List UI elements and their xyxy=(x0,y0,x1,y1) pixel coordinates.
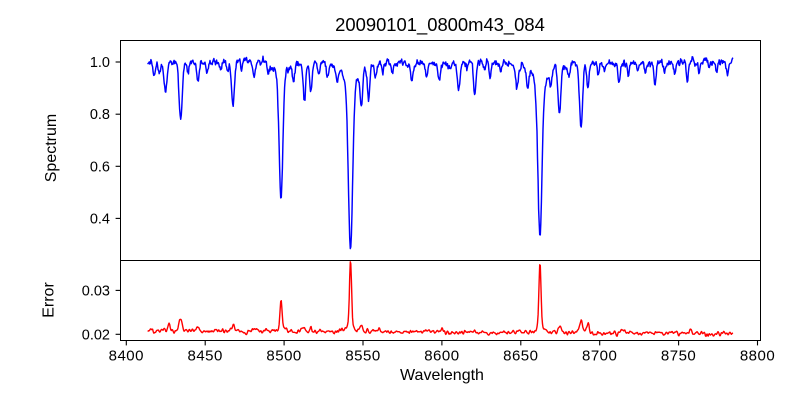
svg-text:Error: Error xyxy=(41,282,58,318)
svg-text:8400: 8400 xyxy=(109,348,144,365)
svg-text:Spectrum: Spectrum xyxy=(43,114,60,182)
svg-text:0.6: 0.6 xyxy=(90,159,110,175)
svg-text:8700: 8700 xyxy=(582,348,617,365)
svg-text:0.02: 0.02 xyxy=(82,327,110,343)
svg-text:20090101_0800m43_084: 20090101_0800m43_084 xyxy=(335,14,545,36)
svg-text:8500: 8500 xyxy=(266,348,301,365)
svg-text:0.8: 0.8 xyxy=(90,107,110,123)
svg-text:8600: 8600 xyxy=(424,348,459,365)
svg-text:0.4: 0.4 xyxy=(90,211,110,227)
svg-text:8800: 8800 xyxy=(740,348,775,365)
svg-text:8550: 8550 xyxy=(345,348,380,365)
svg-text:8450: 8450 xyxy=(188,348,223,365)
svg-text:1.0: 1.0 xyxy=(90,55,110,71)
svg-text:8750: 8750 xyxy=(661,348,696,365)
svg-text:Wavelength: Wavelength xyxy=(400,367,484,384)
svg-text:8650: 8650 xyxy=(503,348,538,365)
svg-text:0.03: 0.03 xyxy=(82,283,110,299)
